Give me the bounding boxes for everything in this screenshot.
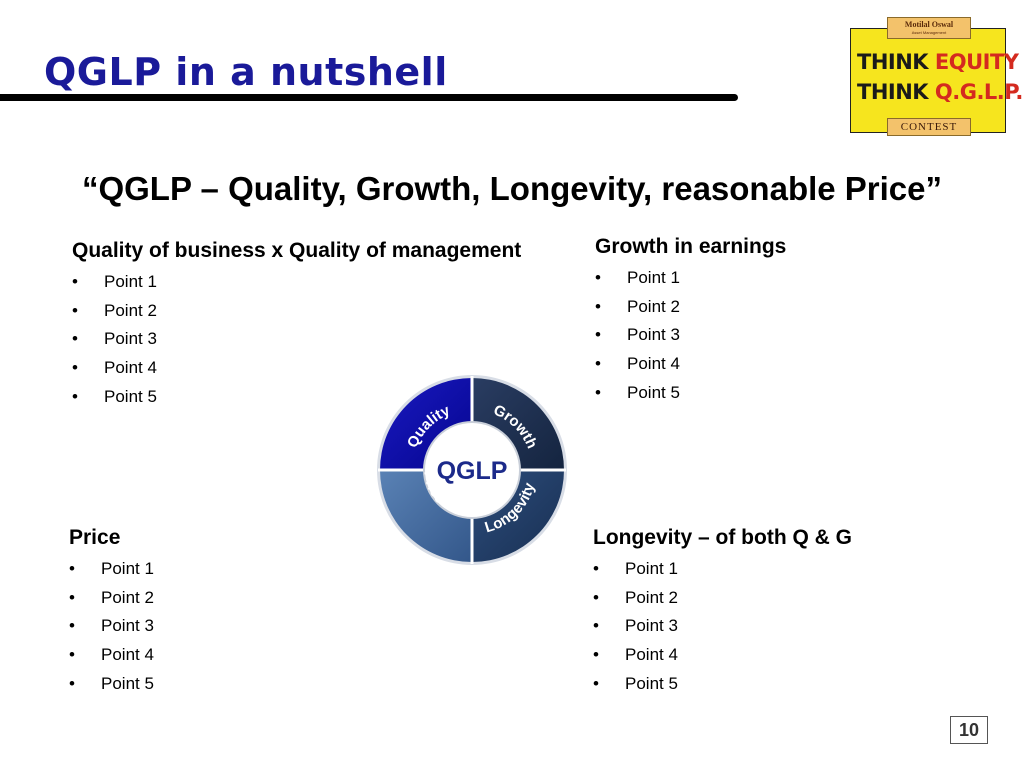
longevity-points: • Point 1 • Point 2 • Point 3 • Point 4 • Poi…: [593, 555, 852, 699]
list-item-text: Point 3: [104, 329, 157, 349]
list-item: • Point 4: [69, 641, 154, 670]
logo-brand-badge: Motilal Oswal Asset Management: [887, 17, 971, 39]
list-item-text: Point 3: [627, 325, 680, 345]
bullet-icon: •: [69, 587, 75, 607]
list-item-text: Point 4: [104, 358, 157, 378]
bullet-icon: •: [595, 382, 601, 402]
logo-line-1-a: THINK: [857, 50, 935, 74]
list-item-text: Point 1: [625, 559, 678, 578]
longevity-heading: Longevity – of both Q & G: [593, 526, 852, 549]
bullet-icon: •: [69, 673, 75, 693]
list-item: • Point 5: [72, 383, 521, 412]
price-points: • Point 1 • Point 2 • Point 3 • Point 4 • Poi…: [69, 555, 154, 699]
list-item-text: Point 3: [101, 616, 154, 636]
list-item-text: Point 2: [625, 587, 678, 607]
logo-line-2-b: Q.G.L.P.: [934, 80, 1023, 104]
price-section: Price • Point 1 • Point 2 • Point 3 • Point …: [69, 525, 154, 699]
list-item: • Point 5: [595, 379, 786, 408]
longevity-section: Longevity – of both Q & G • Point 1 • Poin…: [593, 525, 852, 699]
list-item-text: Point 2: [104, 300, 157, 320]
bullet-icon: •: [69, 559, 75, 578]
quality-points: • Point 1 • Point 2 • Point 3 • Point 4 • Poi…: [72, 268, 521, 412]
page-number: 10: [950, 716, 988, 744]
logo-brand-sub: Asset Management: [911, 30, 947, 35]
list-item: • Point 5: [69, 670, 154, 699]
growth-section: Growth in earnings • Point 1 • Point 2 • Po…: [595, 234, 786, 408]
growth-points: • Point 1 • Point 2 • Point 3 • Point 4 • Poi…: [595, 264, 786, 408]
contest-logo: Motilal Oswal Asset Management THINK EQU…: [850, 17, 1023, 136]
logo-line-2: THINK Q.G.L.P.: [857, 81, 1023, 103]
list-item-text: Point 4: [625, 645, 678, 665]
list-item: • Point 3: [69, 612, 154, 641]
bullet-icon: •: [593, 673, 599, 693]
bullet-icon: •: [595, 354, 601, 374]
bullet-icon: •: [72, 272, 78, 291]
wheel-center: [423, 421, 521, 519]
list-item: • Point 1: [72, 268, 521, 297]
list-item: • Point 1: [593, 555, 852, 584]
bullet-icon: •: [72, 386, 78, 406]
bullet-icon: •: [593, 645, 599, 665]
list-item-text: Point 1: [104, 272, 157, 291]
list-item-text: Point 5: [627, 382, 680, 402]
list-item: • Point 1: [595, 264, 786, 293]
list-item-text: Point 4: [627, 354, 680, 374]
list-item: • Point 5: [593, 670, 852, 699]
list-item-text: Point 2: [627, 296, 680, 316]
list-item: • Point 4: [595, 350, 786, 379]
list-item: • Point 2: [72, 297, 521, 326]
bullet-icon: •: [595, 325, 601, 345]
list-item: • Point 2: [593, 584, 852, 613]
bullet-icon: •: [595, 268, 601, 287]
bullet-icon: •: [69, 645, 75, 665]
list-item-text: Point 2: [101, 587, 154, 607]
list-item-text: Point 5: [101, 673, 154, 693]
slide-title: QGLP in a nutshell: [44, 50, 448, 94]
list-item-text: Point 1: [101, 559, 154, 578]
wheel-center-label: QGLP: [437, 457, 508, 485]
logo-line-2-a: THINK: [857, 80, 935, 104]
list-item: • Point 1: [69, 555, 154, 584]
title-underline: [0, 94, 738, 101]
bullet-icon: •: [72, 300, 78, 320]
qglp-quote: “QGLP – Quality, Growth, Longevity, reas…: [81, 170, 943, 207]
list-item: • Point 4: [593, 641, 852, 670]
logo-line-1: THINK EQUITY: [857, 50, 1019, 74]
bullet-icon: •: [69, 616, 75, 636]
list-item-text: Point 4: [101, 645, 154, 665]
logo-contest-badge: CONTEST: [887, 118, 971, 136]
list-item: • Point 3: [595, 321, 786, 350]
logo-line-1-b: EQUITY: [934, 50, 1019, 74]
bullet-icon: •: [72, 358, 78, 378]
list-item: • Point 3: [72, 325, 521, 354]
list-item: • Point 4: [72, 354, 521, 383]
logo-brand-name: Motilal Oswal: [904, 20, 954, 29]
list-item-text: Point 5: [104, 386, 157, 406]
bullet-icon: •: [593, 587, 599, 607]
list-item-text: Point 5: [625, 673, 678, 693]
list-item: • Point 2: [69, 584, 154, 613]
bullet-icon: •: [593, 559, 599, 578]
bullet-icon: •: [595, 296, 601, 316]
bullet-icon: •: [593, 616, 599, 636]
bullet-icon: •: [72, 329, 78, 349]
growth-heading: Growth in earnings: [595, 235, 787, 258]
list-item: • Point 2: [595, 293, 786, 322]
list-item: • Point 3: [593, 612, 852, 641]
price-heading: Price: [69, 526, 121, 549]
list-item-text: Point 3: [625, 616, 678, 636]
qglp-wheel-diagram: QGLP Quality Growth Price Longevity: [377, 375, 567, 565]
quality-section: Quality of business x Quality of managem…: [72, 238, 521, 412]
list-item-text: Point 1: [627, 268, 680, 287]
quality-heading: Quality of business x Quality of managem…: [72, 239, 522, 262]
